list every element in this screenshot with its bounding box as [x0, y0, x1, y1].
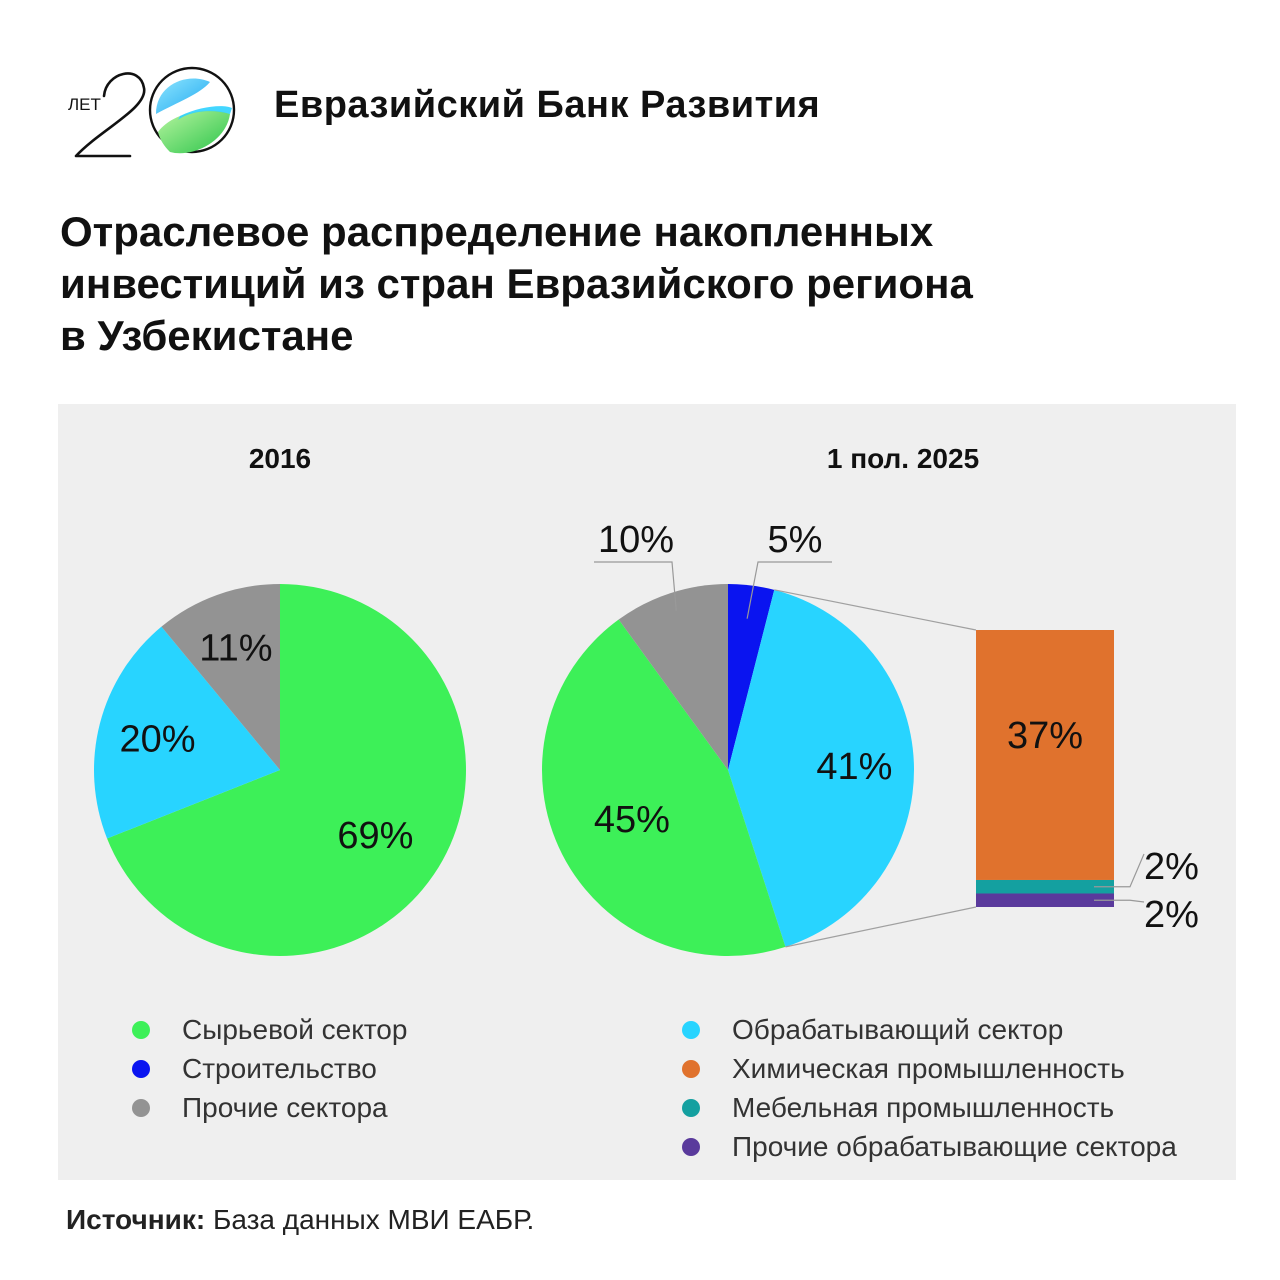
legend-swatch-icon [132, 1021, 150, 1039]
legend-swatch-icon [682, 1138, 700, 1156]
legend-swatch-icon [132, 1099, 150, 1117]
pie-2025-label-construction: 5% [768, 519, 823, 561]
breakdown-label-химическая-промышленность: 37% [1007, 715, 1083, 757]
pie-2016-label-прочие-сектора: 11% [199, 627, 272, 669]
legend-label: Прочие обрабатывающие сектора [732, 1131, 1177, 1162]
legend-label: Прочие сектора [182, 1092, 388, 1123]
legend-right-item-химическая-промышленность: Химическая промышленность [682, 1049, 1177, 1088]
eadb-20-years-logo: ЛЕТ [68, 66, 236, 158]
pie-2025-leader-other [594, 561, 677, 611]
breakdown-leader-мебельная-промышленность [1094, 853, 1145, 888]
legend-right-item-обрабатывающий-сектор: Обрабатывающий сектор [682, 1010, 1177, 1049]
source-text: База данных МВИ ЕАБР. [205, 1204, 535, 1235]
title-line-2: инвестиций из стран Евразийского региона [60, 260, 973, 307]
title-line-1: Отраслевое распределение накопленных [60, 208, 934, 255]
source-label: Источник: [66, 1204, 206, 1235]
legend-label: Химическая промышленность [732, 1053, 1125, 1084]
legend-swatch-icon [132, 1060, 150, 1078]
pie-2025-leader-construction [746, 561, 832, 619]
breakdown-segment-химическая-промышленность [976, 630, 1114, 880]
source-note: Источник: База данных МВИ ЕАБР. [66, 1204, 534, 1236]
pie-2025-label-сырьевой-сектор: 45% [594, 799, 670, 841]
breakdown-leader-прочие-обрабатывающие-сектора [1094, 899, 1145, 903]
breakdown-label-прочие-обрабатывающие-сектора: 2% [1144, 894, 1199, 936]
legend-swatch-icon [682, 1099, 700, 1117]
pie-2016-slice-сырьевой-сектор [107, 584, 467, 956]
page-title: Отраслевое распределение накопленных инв… [60, 206, 1210, 362]
chart-panel: 2016 69% 20% 11% 1 пол. 2025 41% 45% 5% 10% 37% 2%… [58, 404, 1236, 1180]
legend-right-item-мебельная-промышленность: Мебельная промышленность [682, 1088, 1177, 1127]
title-line-3: в Узбекистане [60, 312, 354, 359]
legend-swatch-icon [682, 1060, 700, 1078]
breakdown-label-мебельная-промышленность: 2% [1144, 846, 1199, 888]
logo-years-text: ЛЕТ [68, 95, 101, 114]
legend-left: Сырьевой сектор Строительство Прочие секто… [132, 1010, 407, 1127]
breakdown-segment-мебельная-промышленность [976, 879, 1114, 894]
pie-2016-title: 2016 [249, 443, 311, 474]
pie-2025-label-обрабатывающий-сектор: 41% [816, 746, 892, 788]
breakdown-segment-прочие-обрабатывающие-сектора [976, 893, 1114, 907]
pie-2016-label-сырьевой-сектор: 69% [337, 815, 413, 857]
pie-2025-slice-прочие-сектора [618, 584, 728, 770]
pie-2025-slice-строительство [728, 584, 775, 770]
legend-right-item-прочие-обрабатывающие-сектора: Прочие обрабатывающие сектора [682, 1127, 1177, 1166]
charts-canvas: 2016 69% 20% 11% 1 пол. 2025 41% 45% 5% 10% 37% 2%… [94, 443, 1199, 956]
pie-2025-slice-сырьевой-сектор [542, 619, 786, 956]
bank-name: Евразийский Банк Развития [274, 84, 821, 126]
pie-2016-slice-обрабатывающий-сектор [94, 626, 281, 839]
legend-right: Обрабатывающий сектор Химическая промышле… [682, 1010, 1177, 1166]
pie-2025-slice-обрабатывающий-сектор [728, 589, 914, 947]
breakdown-connector-top [774, 589, 977, 631]
legend-left-item-строительство: Строительство [132, 1049, 407, 1088]
breakdown-connector-bottom [785, 906, 977, 948]
pie-2016-slice-прочие-сектора [161, 584, 280, 770]
legend-label: Строительство [182, 1053, 377, 1084]
legend-label: Мебельная промышленность [732, 1092, 1115, 1123]
legend-label: Сырьевой сектор [182, 1014, 408, 1045]
pie-2016-label-обрабатывающий-сектор: 20% [119, 719, 195, 761]
pie-2025-title: 1 пол. 2025 [827, 443, 979, 474]
legend-left-item-сырьевой-сектор: Сырьевой сектор [132, 1010, 407, 1049]
legend-label: Обрабатывающий сектор [732, 1014, 1064, 1045]
pie-2025-label-other: 10% [598, 519, 674, 561]
legend-left-item-прочие-сектора: Прочие сектора [132, 1088, 407, 1127]
legend-swatch-icon [682, 1021, 700, 1039]
